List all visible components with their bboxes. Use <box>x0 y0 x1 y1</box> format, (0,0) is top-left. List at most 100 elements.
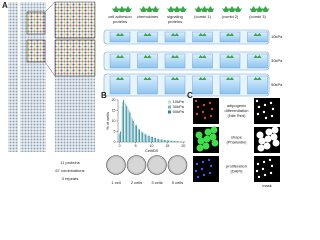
plant-icon <box>222 6 230 12</box>
mask-spot <box>265 128 273 136</box>
plant-icon <box>198 33 207 36</box>
bar <box>125 104 127 142</box>
well <box>247 75 268 95</box>
bar <box>161 139 163 142</box>
bar <box>143 133 145 142</box>
mask-spot <box>271 107 275 111</box>
plant-icon <box>167 6 175 12</box>
cell-spot <box>209 164 213 168</box>
mask-spot <box>263 173 267 177</box>
cell-spot <box>196 105 200 109</box>
bar <box>180 141 182 142</box>
bar <box>139 129 141 142</box>
mask-spot <box>256 131 264 139</box>
well <box>164 75 186 95</box>
column-label: proteins <box>168 19 182 24</box>
bar <box>167 140 168 142</box>
well <box>137 75 158 95</box>
x-tick-label: 15 <box>165 144 169 148</box>
well <box>247 53 268 69</box>
x-tick-label: 5 <box>135 144 137 148</box>
well <box>192 53 213 69</box>
mask-spot <box>261 167 265 171</box>
mask-spot <box>257 144 265 152</box>
zoom-grid <box>54 1 96 39</box>
mask-image <box>254 156 280 182</box>
bar <box>121 106 123 142</box>
plant-icon <box>249 6 258 12</box>
plant-icon <box>198 77 207 80</box>
plant-icon <box>255 6 264 12</box>
bar <box>153 137 155 142</box>
bar <box>159 139 161 142</box>
plant-icon <box>253 33 262 36</box>
bar <box>171 140 172 142</box>
bar <box>155 137 156 142</box>
bar <box>175 141 177 142</box>
x-axis-label: CellID0 <box>145 148 159 153</box>
cell-spot <box>210 107 214 111</box>
well <box>192 75 213 95</box>
bar <box>150 136 152 142</box>
channel-label: (Phalloidin) <box>226 140 247 145</box>
plant-icon <box>171 33 179 36</box>
well <box>219 53 241 69</box>
bar <box>160 139 162 142</box>
zoom-box <box>26 11 46 35</box>
y-tick-label: 10 <box>112 119 116 123</box>
plant-icon <box>226 77 234 80</box>
bar <box>156 138 158 142</box>
mask-spot <box>256 162 260 166</box>
bar <box>170 140 172 142</box>
well <box>247 31 268 43</box>
bar <box>179 141 181 142</box>
column-label: (combi 1) <box>194 14 211 19</box>
mask-spot <box>270 133 278 141</box>
bar <box>158 138 160 142</box>
cell-spot <box>204 128 212 136</box>
bar <box>131 118 133 142</box>
plant-icon <box>143 33 152 36</box>
bar <box>166 140 168 142</box>
note: 11 proteins <box>60 160 80 165</box>
x-tick-label: 20 <box>181 144 185 148</box>
mask-spot <box>269 101 273 105</box>
bar <box>144 133 146 142</box>
bar <box>162 139 164 142</box>
cell-spot <box>202 103 206 107</box>
bar <box>122 102 124 142</box>
bar <box>135 125 137 142</box>
plant-icon <box>116 55 124 58</box>
y-tick-label: 15 <box>112 108 116 112</box>
bar <box>127 108 129 142</box>
well-label: 3 cells <box>151 180 162 185</box>
well <box>164 31 186 43</box>
bar <box>151 136 152 142</box>
array-strip <box>8 2 18 152</box>
cell-spot <box>196 175 200 179</box>
bar <box>123 100 125 142</box>
well <box>109 53 131 69</box>
plant-icon <box>226 55 234 58</box>
well <box>137 53 158 69</box>
cell-spot <box>209 133 217 141</box>
channel-label: shape <box>231 135 243 140</box>
stiffness-label: 10kPa <box>271 34 283 39</box>
column-label: proteins <box>113 19 127 24</box>
y-tick-label: 20 <box>112 98 116 102</box>
legend-swatch <box>168 110 171 114</box>
legend-label: 50kPa <box>173 109 185 114</box>
zoom-box <box>26 39 46 63</box>
well <box>192 31 213 43</box>
cell-spot <box>203 116 207 120</box>
bar <box>151 136 153 142</box>
cell-spot <box>195 162 199 166</box>
well-inner <box>149 157 165 173</box>
bar <box>148 135 150 142</box>
mask-spot <box>255 99 259 103</box>
bar <box>142 132 144 142</box>
bar <box>120 131 121 142</box>
plant-icon <box>234 6 242 12</box>
legend-swatch <box>168 105 171 109</box>
mask-spot <box>255 169 259 173</box>
